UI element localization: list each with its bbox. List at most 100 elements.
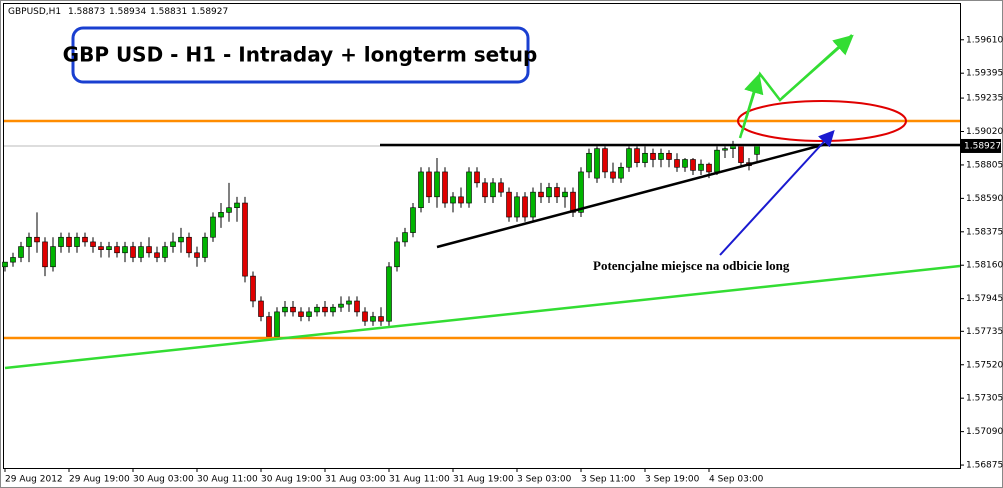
candle-body (346, 300, 352, 305)
candle-body (122, 246, 128, 254)
candle-body (506, 191, 512, 218)
symbol: GBPUSD,H1 (8, 7, 61, 17)
y-tick-label: 1.57305 (966, 394, 1003, 404)
candle-body (642, 152, 648, 163)
candle-body (578, 171, 584, 213)
annotation: Potencjalne miejsce na odbicie long (593, 258, 790, 273)
projection-arrow (781, 34, 854, 99)
candle-body (522, 196, 528, 218)
y-tick-label: 1.59235 (966, 94, 1003, 104)
candle-body (266, 316, 272, 338)
y-tick-label: 1.56875 (966, 461, 1003, 471)
candle-body (466, 171, 472, 204)
x-tick-label: 4 Sep 03:00 (709, 475, 764, 485)
candle-body (34, 236, 40, 243)
candle-body (298, 311, 304, 317)
candle-body (706, 163, 712, 173)
candle-body (330, 306, 336, 313)
candle-body (274, 311, 280, 338)
y-tick-label: 1.57520 (966, 360, 1003, 370)
chart-title: GBP USD - H1 - Intraday + longterm setup (63, 43, 538, 67)
candle-body (114, 246, 120, 254)
x-tick-label: 31 Aug 19:00 (453, 475, 514, 485)
candle-body (442, 171, 448, 204)
pointer-arrow (719, 130, 835, 256)
candle-body (458, 196, 464, 204)
candle-body (562, 191, 568, 198)
x-tick-label: 31 Aug 11:00 (389, 475, 450, 485)
candle-body (210, 216, 216, 238)
candle-body (306, 311, 312, 317)
candle-body (106, 246, 112, 250)
candle-body (674, 159, 680, 168)
candle-body (50, 246, 56, 268)
header-open: 1.58873 (68, 7, 105, 17)
candle-body (482, 182, 488, 198)
candle-body (74, 236, 80, 247)
candle-body (546, 187, 552, 198)
y-tick-label: 1.57945 (966, 294, 1003, 304)
candle-body (162, 246, 168, 258)
candle-body (322, 306, 328, 313)
x-tick-label: 3 Sep 19:00 (645, 475, 700, 485)
header-high: 1.58934 (109, 7, 146, 17)
candle-body (10, 257, 16, 263)
triangle-bottom (436, 141, 831, 249)
candle-body (234, 202, 240, 208)
candle-body (250, 275, 256, 302)
y-tick-label: 1.58375 (966, 227, 1003, 237)
candle-body (242, 202, 248, 277)
projection-arrow (740, 73, 764, 133)
candle-body (594, 148, 600, 179)
candle-body (450, 196, 456, 204)
y-tick-label: 1.57735 (966, 327, 1003, 337)
candle-body (66, 236, 72, 247)
candle-body (754, 145, 760, 155)
x-tick-label: 3 Sep 03:00 (517, 475, 572, 485)
candle-body (610, 171, 616, 179)
candle-body (82, 236, 88, 243)
candle-body (170, 241, 176, 247)
candle-body (434, 171, 440, 198)
last-price-tag (961, 138, 1001, 153)
candle-body (722, 148, 728, 151)
candle-body (514, 196, 520, 218)
candle-body (698, 163, 704, 171)
candle-body (682, 159, 688, 168)
candle-body (490, 182, 496, 198)
x-tick-label: 3 Sep 11:00 (581, 475, 636, 485)
candle-body (530, 191, 536, 218)
candle-body (258, 300, 264, 317)
candle-body (658, 152, 664, 160)
candle-body (362, 311, 368, 322)
candle-body (226, 207, 232, 213)
candle-body (738, 145, 744, 163)
candle-body (218, 212, 224, 218)
header-close: 1.58927 (191, 7, 228, 17)
candle-body (202, 236, 208, 258)
x-tick-label: 30 Aug 03:00 (133, 475, 194, 485)
candle-body (626, 148, 632, 168)
header-low: 1.58831 (150, 7, 187, 17)
x-tick-label: 30 Aug 11:00 (197, 475, 258, 485)
candle-body (538, 191, 544, 198)
candle-body (130, 246, 136, 258)
candle-body (314, 306, 320, 313)
x-tick-label: 29 Aug 19:00 (69, 475, 130, 485)
candle-body (426, 171, 432, 198)
candle-body (402, 232, 408, 243)
candle-body (138, 246, 144, 258)
candle-body (650, 152, 656, 160)
y-tick-label: 1.59020 (966, 127, 1003, 137)
candle-body (2, 261, 8, 268)
candle-body (498, 182, 504, 193)
candle-body (666, 152, 672, 160)
candle-body (554, 187, 560, 198)
candle-body (90, 241, 96, 247)
candle-body (378, 316, 384, 322)
candle-body (354, 300, 360, 313)
last-price-label: 1.58927 (964, 141, 1001, 151)
y-tick-label: 1.59395 (966, 69, 1003, 79)
title-box (71, 26, 530, 84)
